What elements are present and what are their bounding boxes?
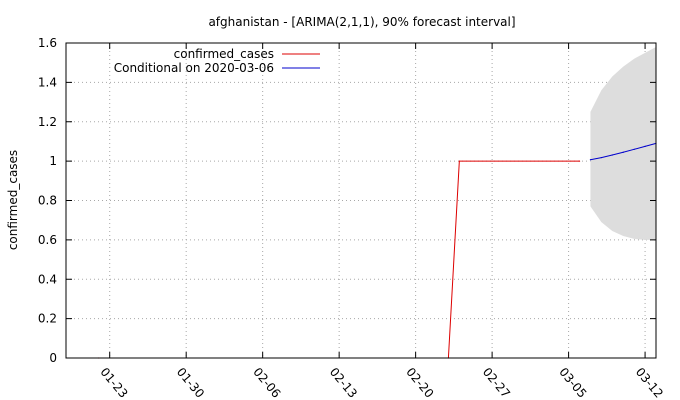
x-tick-label: 02-13 [327,365,360,400]
x-tick-label: 03-12 [633,365,666,400]
forecast-interval-layer [590,46,656,240]
legend: confirmed_cases Conditional on 2020-03-0… [114,47,320,75]
y-tick-label: 0.2 [38,312,57,326]
chart-title: afghanistan - [ARIMA(2,1,1), 90% forecas… [208,15,515,29]
axis-ticks: 0 0.2 0.4 0.6 0.8 1 1.2 1.4 1.6 01-23 01-30 02-06 02… [38,36,666,400]
x-tick-label: 02-27 [480,365,513,400]
y-tick-label: 0.6 [38,233,57,247]
confirmed-cases-point [458,160,460,162]
legend-label-conditional: Conditional on 2020-03-06 [114,61,274,75]
conditional-forecast-point [622,151,624,153]
x-tick-label: 03-05 [556,365,589,400]
forecast-interval-band [590,46,656,240]
x-tick-label: 02-20 [403,365,436,400]
conditional-forecast-point [644,145,646,147]
x-tick-label: 01-30 [174,365,207,400]
conditional-forecast-point [589,159,592,161]
y-tick-label: 0.8 [38,194,57,208]
legend-label-confirmed-cases: confirmed_cases [174,47,274,61]
series-layer [98,142,657,359]
confirmed-cases-point [578,160,581,162]
grid [66,43,656,358]
conditional-forecast-point [633,148,635,150]
conditional-forecast-point [600,156,602,159]
y-tick-label: 0.4 [38,272,57,286]
y-tick-label: 0 [49,351,57,365]
y-tick-label: 1 [49,154,57,168]
conditional-forecast-point [611,154,613,156]
y-axis-label: confirmed_cases [6,150,20,250]
x-tick-label: 02-06 [250,365,283,400]
y-tick-label: 1.4 [38,75,57,89]
y-tick-label: 1.6 [38,36,57,50]
y-tick-label: 1.2 [38,115,57,129]
x-tick-label: 01-23 [97,365,130,400]
